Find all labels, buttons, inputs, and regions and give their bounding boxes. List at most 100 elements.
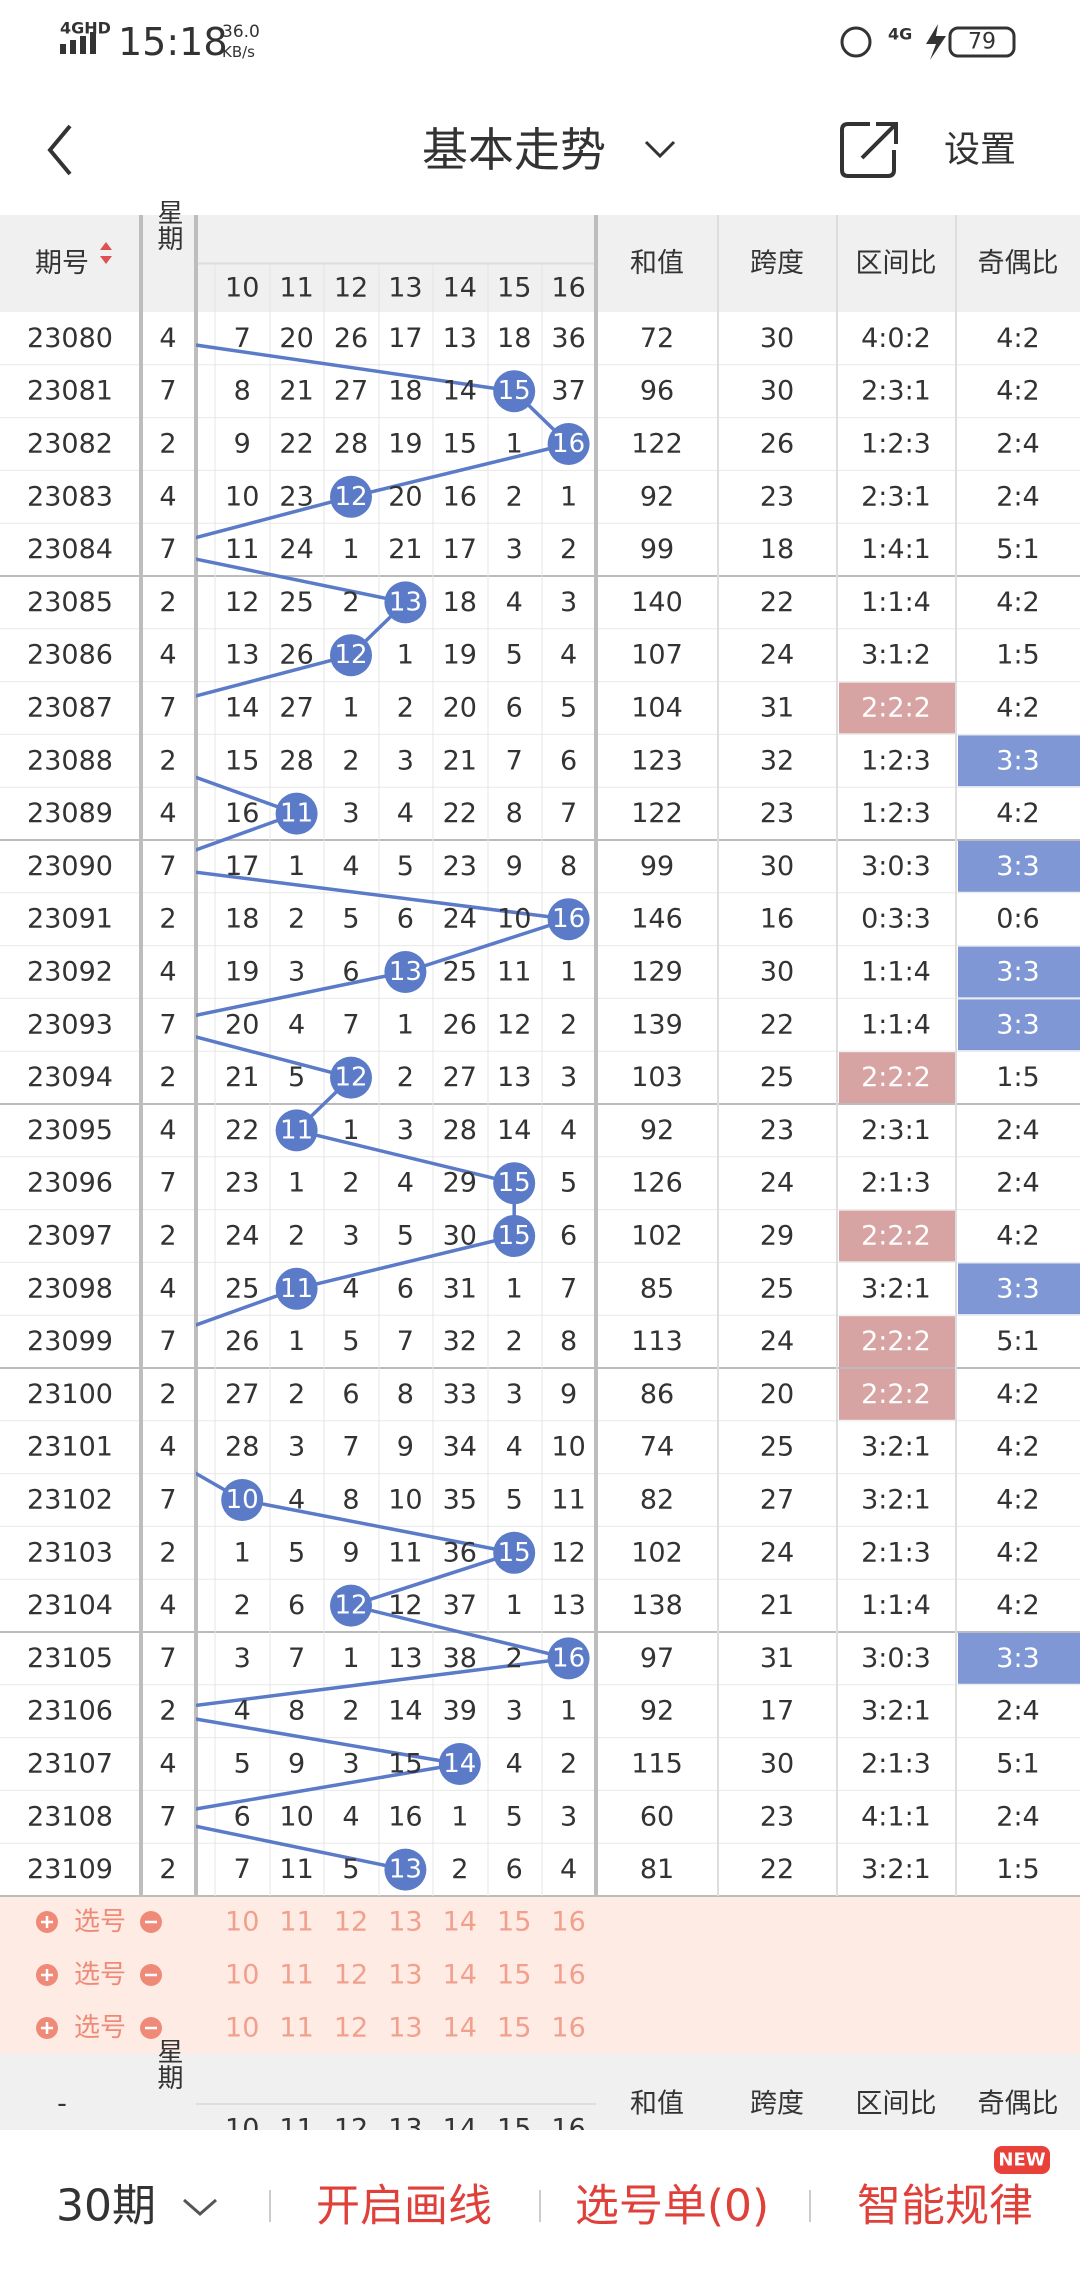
period: 23096 bbox=[27, 1168, 113, 1199]
status-bar: 4GHD 15:18 36.0 KB/s 4G 79 bbox=[60, 19, 1016, 64]
select-number[interactable]: 12 bbox=[334, 2013, 368, 2044]
select-number[interactable]: 12 bbox=[334, 1960, 368, 1991]
select-number[interactable]: 16 bbox=[551, 2013, 585, 2044]
parity: 4:2 bbox=[996, 1590, 1039, 1621]
weekday: 7 bbox=[159, 534, 176, 565]
select-number[interactable]: 10 bbox=[225, 1907, 259, 1938]
cell: 17 bbox=[388, 323, 422, 354]
ball-number: 11 bbox=[280, 1115, 313, 1145]
header-sum: 和值 bbox=[630, 248, 684, 279]
zone: 3:2:1 bbox=[861, 1273, 931, 1304]
select-number[interactable]: 10 bbox=[225, 2013, 259, 2044]
period: 23094 bbox=[27, 1062, 113, 1093]
zone: 3:2:1 bbox=[861, 1485, 931, 1516]
select-number[interactable]: 15 bbox=[497, 1960, 531, 1991]
ball bbox=[384, 951, 427, 993]
trend-line bbox=[350, 1551, 515, 1608]
ball-number: 16 bbox=[552, 1643, 585, 1673]
bottom-ticket[interactable]: 选号单(0) bbox=[575, 2181, 769, 2232]
select-number[interactable]: 11 bbox=[279, 2013, 313, 2044]
weekday: 2 bbox=[159, 1221, 176, 1252]
ball bbox=[493, 1162, 536, 1205]
cell: 1 bbox=[342, 1643, 359, 1674]
sum: 92 bbox=[640, 1696, 674, 1727]
cell: 5 bbox=[234, 1749, 251, 1780]
settings[interactable]: 设置 bbox=[944, 130, 1016, 171]
parity-highlight bbox=[958, 946, 1080, 998]
ball-number: 16 bbox=[552, 904, 585, 934]
ball-number: 13 bbox=[389, 1855, 422, 1885]
sum: 92 bbox=[640, 1115, 674, 1146]
weekday: 7 bbox=[159, 1643, 176, 1674]
zone: 3:1:2 bbox=[861, 640, 931, 671]
zone: 1:4:1 bbox=[861, 534, 931, 565]
span: 25 bbox=[760, 1273, 794, 1304]
zone: 2:3:1 bbox=[861, 481, 931, 512]
sum: 122 bbox=[631, 429, 683, 460]
select-number[interactable]: 10 bbox=[225, 1960, 259, 1991]
ball-number: 12 bbox=[334, 1591, 367, 1621]
period: 23102 bbox=[27, 1485, 113, 1516]
cell: 7 bbox=[560, 798, 577, 829]
cell: 5 bbox=[288, 1062, 305, 1093]
zone: 2:3:1 bbox=[861, 1115, 931, 1146]
trend-line bbox=[196, 870, 569, 921]
speed-unit: KB/s bbox=[222, 43, 255, 61]
period: 23092 bbox=[27, 957, 113, 988]
span: 30 bbox=[760, 1749, 794, 1780]
weekday: 7 bbox=[159, 851, 176, 882]
select-number[interactable]: 13 bbox=[388, 1907, 422, 1938]
page-title[interactable]: 基本走势 bbox=[422, 123, 606, 177]
cell: 23 bbox=[225, 1168, 259, 1199]
select-number[interactable]: 11 bbox=[279, 1907, 313, 1938]
plus-sign bbox=[41, 1969, 53, 1981]
cell: 8 bbox=[560, 851, 577, 882]
ball bbox=[275, 792, 318, 835]
cell: 25 bbox=[279, 587, 313, 618]
cell: 2 bbox=[397, 693, 414, 724]
select-number[interactable]: 15 bbox=[497, 1907, 531, 1938]
select-number[interactable]: 16 bbox=[551, 1907, 585, 1938]
trend-line bbox=[196, 343, 515, 393]
trend-line bbox=[196, 775, 298, 816]
sum: 113 bbox=[631, 1326, 683, 1357]
select-number[interactable]: 15 bbox=[497, 2013, 531, 2044]
header: 基本走势 设置 bbox=[47, 122, 1016, 178]
share-icon[interactable] bbox=[840, 122, 898, 178]
period-count[interactable]: 30期 bbox=[56, 2181, 156, 2232]
back-button[interactable] bbox=[47, 124, 72, 176]
select-number[interactable]: 13 bbox=[388, 1960, 422, 1991]
weekday: 4 bbox=[159, 481, 176, 512]
select-number[interactable]: 16 bbox=[551, 1960, 585, 1991]
period: 23085 bbox=[27, 587, 113, 618]
period: 23107 bbox=[27, 1749, 113, 1780]
select-number[interactable]: 11 bbox=[279, 1960, 313, 1991]
header-span: 跨度 bbox=[750, 248, 804, 279]
cell: 3 bbox=[560, 587, 577, 618]
select-number[interactable]: 14 bbox=[443, 1960, 477, 1991]
bottom-smart[interactable]: 智能规律 bbox=[857, 2181, 1033, 2232]
cell: 34 bbox=[443, 1432, 477, 1463]
cell: 2 bbox=[560, 534, 577, 565]
ball bbox=[493, 1531, 536, 1574]
select-number[interactable]: 14 bbox=[443, 1907, 477, 1938]
cell: 9 bbox=[288, 1749, 305, 1780]
weekday: 2 bbox=[159, 1696, 176, 1727]
span: 31 bbox=[760, 693, 794, 724]
select-number[interactable]: 14 bbox=[443, 2013, 477, 2044]
cell: 26 bbox=[334, 323, 368, 354]
bottom-draw[interactable]: 开启画线 bbox=[316, 2181, 492, 2232]
bottom-bar: 30期 开启画线 选号单(0) 智能规律 NEW bbox=[0, 2130, 1080, 2280]
header-zone: 区间比 bbox=[856, 248, 937, 279]
cell: 20 bbox=[443, 693, 477, 724]
parity: 4:2 bbox=[996, 798, 1039, 829]
cell: 1 bbox=[397, 640, 414, 671]
parity-highlight bbox=[958, 735, 1080, 787]
parity: 3:3 bbox=[996, 851, 1039, 882]
select-number[interactable]: 13 bbox=[388, 2013, 422, 2044]
cell: 7 bbox=[234, 323, 251, 354]
ball-number: 12 bbox=[334, 1063, 367, 1093]
select-label: 选号 bbox=[74, 2013, 126, 2043]
select-number[interactable]: 12 bbox=[334, 1907, 368, 1938]
cell: 29 bbox=[443, 1168, 477, 1199]
